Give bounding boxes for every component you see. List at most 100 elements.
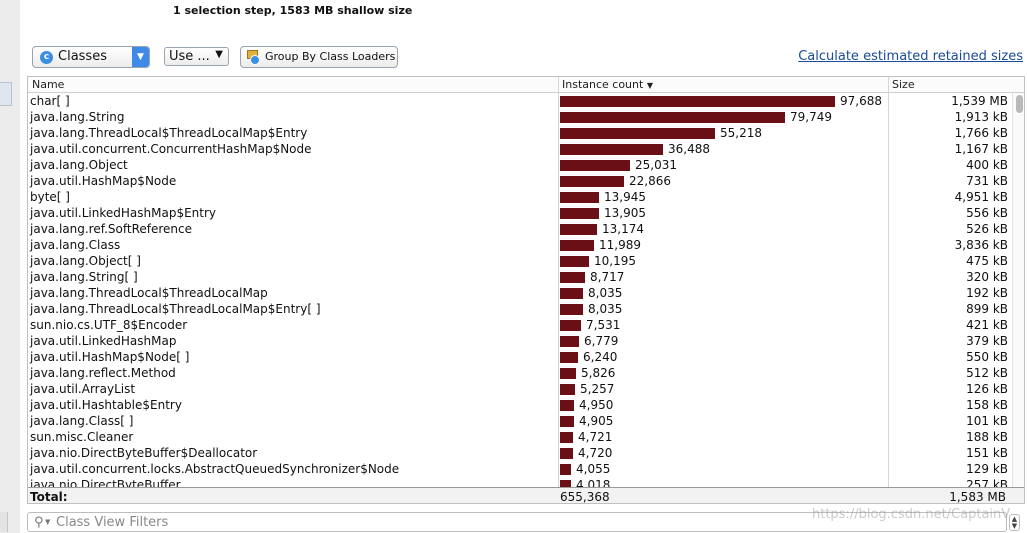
use-dropdown-label: Use ... — [169, 49, 210, 64]
table-row[interactable]: sun.misc.Cleaner 4,721 188 kB — [28, 429, 1012, 445]
table-row[interactable]: java.util.HashMap$Node 22,866 731 kB — [28, 173, 1012, 189]
table-row[interactable]: java.lang.reflect.Method 5,826 512 kB — [28, 365, 1012, 381]
table-row[interactable]: java.lang.String 79,749 1,913 kB — [28, 109, 1012, 125]
left-panel-edge — [0, 0, 20, 533]
instance-count-bar — [560, 416, 574, 427]
class-name-cell: java.lang.Object[ ] — [30, 254, 141, 268]
group-by-class-loaders-button[interactable]: Group By Class Loaders — [240, 46, 398, 68]
instance-count-bar — [560, 272, 585, 283]
table-row[interactable]: sun.nio.cs.UTF_8$Encoder 7,531 421 kB — [28, 317, 1012, 333]
instance-count-cell: 4,055 — [576, 462, 611, 476]
table-row[interactable]: java.lang.ThreadLocal$ThreadLocalMap$Ent… — [28, 301, 1012, 317]
table-row[interactable]: java.nio.DirectByteBuffer$Deallocator 4,7… — [28, 445, 1012, 461]
instance-count-cell: 13,905 — [604, 206, 646, 220]
class-name-cell: sun.nio.cs.UTF_8$Encoder — [30, 318, 188, 332]
size-cell: 475 kB — [966, 254, 1008, 268]
column-header-size[interactable]: Size — [892, 78, 915, 91]
total-size: 1,583 MB — [949, 490, 1006, 504]
table-row[interactable]: java.lang.Class 11,989 3,836 kB — [28, 237, 1012, 253]
table-row[interactable]: java.lang.Object[ ] 10,195 475 kB — [28, 253, 1012, 269]
table-row[interactable]: java.util.concurrent.locks.AbstractQueue… — [28, 461, 1012, 477]
size-cell: 1,539 MB — [951, 94, 1008, 108]
table-row[interactable]: java.util.LinkedHashMap 6,779 379 kB — [28, 333, 1012, 349]
table-header: Name Instance count ▼ Size — [28, 77, 1024, 93]
calculate-retained-sizes-link[interactable]: Calculate estimated retained sizes — [798, 49, 1023, 64]
table-row[interactable]: java.nio.DirectByteBuffer 4,018 257 kB — [28, 477, 1012, 487]
table-row[interactable]: java.util.LinkedHashMap$Entry 13,905 556 k… — [28, 205, 1012, 221]
size-cell: 320 kB — [966, 270, 1008, 284]
table-row[interactable]: char[ ] 97,688 1,539 MB — [28, 93, 1012, 109]
class-name-cell: java.util.concurrent.locks.AbstractQueue… — [30, 462, 400, 476]
size-cell: 1,167 kB — [954, 142, 1008, 156]
size-cell: 379 kB — [966, 334, 1008, 348]
instance-count-cell: 6,779 — [584, 334, 619, 348]
instance-count-bar — [560, 160, 630, 171]
instance-count-cell: 10,195 — [594, 254, 636, 268]
filter-placeholder: Class View Filters — [56, 515, 169, 530]
instance-count-bar — [560, 400, 574, 411]
table-row[interactable]: java.lang.String[ ] 8,717 320 kB — [28, 269, 1012, 285]
size-cell: 556 kB — [966, 206, 1008, 220]
class-name-cell: java.nio.DirectByteBuffer — [30, 478, 181, 487]
column-divider[interactable] — [888, 77, 889, 503]
size-cell: 526 kB — [966, 222, 1008, 236]
column-header-name[interactable]: Name — [32, 78, 65, 91]
table-row[interactable]: java.lang.ThreadLocal$ThreadLocalMap$Ent… — [28, 125, 1012, 141]
instance-count-cell: 97,688 — [840, 94, 882, 108]
table-row[interactable]: byte[ ] 13,945 4,951 kB — [28, 189, 1012, 205]
vertical-scrollbar[interactable] — [1012, 93, 1024, 487]
class-name-cell: java.lang.reflect.Method — [30, 366, 176, 380]
left-panel-tab[interactable] — [0, 82, 12, 106]
column-header-instance-count[interactable]: Instance count ▼ — [562, 78, 653, 91]
table-row[interactable]: java.util.HashMap$Node[ ] 6,240 550 kB — [28, 349, 1012, 365]
total-row: Total: 655,368 1,583 MB — [28, 487, 1024, 504]
table-row[interactable]: java.util.Hashtable$Entry 4,950 158 kB — [28, 397, 1012, 413]
size-cell: 512 kB — [966, 366, 1008, 380]
class-c-icon: c — [40, 51, 53, 64]
scrollbar-thumb[interactable] — [1016, 95, 1023, 113]
class-name-cell: java.nio.DirectByteBuffer$Deallocator — [30, 446, 258, 460]
selection-status-text: 1 selection step, 1583 MB shallow size — [173, 4, 413, 17]
table-row[interactable]: java.lang.Class[ ] 4,905 101 kB — [28, 413, 1012, 429]
class-name-cell: java.lang.Object — [30, 158, 128, 172]
dropdown-arrow-icon: ▼ — [215, 49, 223, 60]
instance-count-cell: 8,717 — [590, 270, 625, 284]
instance-count-bar — [560, 176, 624, 187]
class-name-cell: java.lang.Class[ ] — [30, 414, 134, 428]
size-cell: 4,951 kB — [954, 190, 1008, 204]
instance-count-bar — [560, 448, 573, 459]
size-cell: 1,766 kB — [954, 126, 1008, 140]
instance-count-cell: 11,989 — [599, 238, 641, 252]
use-dropdown[interactable]: Use ... ▼ — [164, 47, 229, 66]
left-panel-bottom-tab[interactable] — [0, 512, 8, 532]
instance-count-bar — [560, 320, 581, 331]
filter-stepper[interactable]: ▲ ▼ — [1009, 514, 1020, 531]
instance-count-bar — [560, 480, 571, 487]
size-cell: 126 kB — [966, 382, 1008, 396]
size-cell: 257 kB — [966, 478, 1008, 487]
instance-count-header-label: Instance count — [562, 78, 644, 91]
table-row[interactable]: java.util.ArrayList 5,257 126 kB — [28, 381, 1012, 397]
view-type-select[interactable]: c Classes ▼ — [32, 46, 150, 68]
instance-count-bar — [560, 304, 583, 315]
class-name-cell: java.util.ArrayList — [30, 382, 136, 396]
instance-count-bar — [560, 240, 594, 251]
instance-count-cell: 13,945 — [604, 190, 646, 204]
instance-count-bar — [560, 256, 589, 267]
instance-count-cell: 25,031 — [635, 158, 677, 172]
instance-count-cell: 79,749 — [790, 110, 832, 124]
table-body: char[ ] 97,688 1,539 MB java.lang.String 79,… — [28, 93, 1012, 487]
instance-count-bar — [560, 432, 573, 443]
instance-count-cell: 6,240 — [583, 350, 618, 364]
table-row[interactable]: java.lang.ref.SoftReference 13,174 526 kB — [28, 221, 1012, 237]
column-divider[interactable] — [558, 77, 559, 503]
filter-dropdown-icon[interactable]: ▼ — [45, 518, 51, 526]
table-row[interactable]: java.lang.Object 25,031 400 kB — [28, 157, 1012, 173]
instance-count-cell: 7,531 — [586, 318, 621, 332]
class-view-filter-input[interactable]: ⚲ ▼ Class View Filters — [27, 512, 1007, 532]
table-row[interactable]: java.util.concurrent.ConcurrentHashMap$N… — [28, 141, 1012, 157]
table-row[interactable]: java.lang.ThreadLocal$ThreadLocalMap 8,03… — [28, 285, 1012, 301]
chevron-down-icon[interactable]: ▼ — [132, 47, 149, 67]
instance-count-bar — [560, 96, 835, 107]
instance-count-cell: 4,905 — [579, 414, 614, 428]
